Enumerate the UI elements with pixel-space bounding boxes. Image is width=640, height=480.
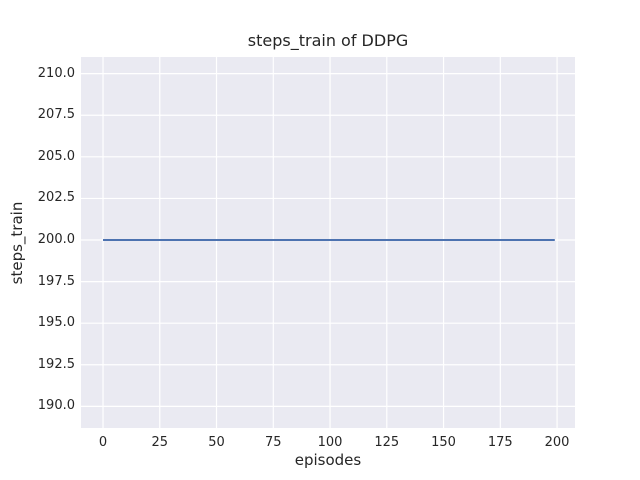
y-tick-label: 202.5 <box>37 190 75 206</box>
x-tick-label: 175 <box>487 435 513 450</box>
y-tick-label: 197.5 <box>37 273 75 289</box>
x-tick-label: 100 <box>317 435 343 450</box>
y-tick-label: 200.0 <box>37 232 75 247</box>
plot-background <box>81 57 575 428</box>
x-tick-label: 75 <box>265 435 282 450</box>
x-tick-label: 150 <box>431 435 456 450</box>
y-tick-label: 207.5 <box>37 107 75 123</box>
y-tick-label: 205.0 <box>37 148 75 164</box>
chart-canvas <box>81 57 575 428</box>
chart-title: steps_train of DDPG <box>247 31 409 50</box>
y-tick-label: 210.0 <box>37 65 75 81</box>
plot-area <box>81 57 575 428</box>
y-tick-label: 195.0 <box>37 315 75 331</box>
x-axis-label: episodes <box>294 451 362 469</box>
y-tick-label: 190.0 <box>37 398 75 414</box>
x-tick-label: 0 <box>98 435 108 450</box>
y-tick-label: 192.5 <box>37 356 75 372</box>
x-tick-label: 125 <box>374 435 400 450</box>
x-tick-label: 25 <box>151 435 169 450</box>
x-tick-label: 200 <box>544 435 570 450</box>
x-tick-label: 50 <box>208 435 225 450</box>
